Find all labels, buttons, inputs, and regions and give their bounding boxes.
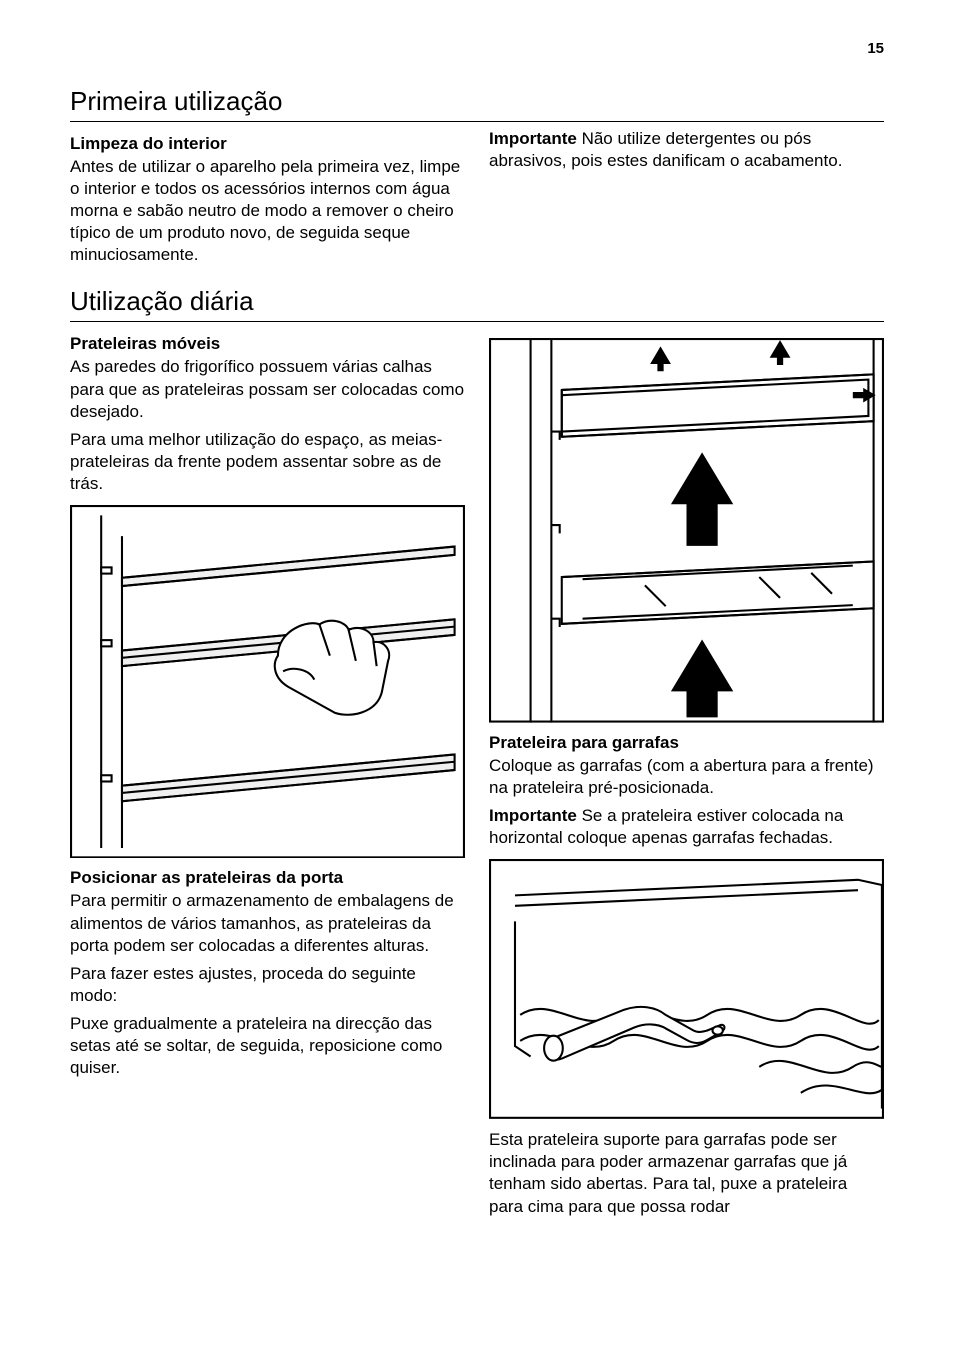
para-posicionar-3: Puxe gradualmente a prateleira na direcç… [70,1013,465,1079]
sec1-col-left: Limpeza do interior Antes de utilizar o … [70,128,465,272]
para-importante-1: Importante Não utilize detergentes ou pó… [489,128,884,172]
section-title-2: Utilização diária [70,286,884,322]
figure-door-shelves [489,338,884,723]
para-posicionar-2: Para fazer estes ajustes, proceda do seg… [70,963,465,1007]
page-number: 15 [867,40,884,57]
para-prateleiras-2: Para uma melhor utilização do espaço, as… [70,429,465,495]
heading-limpeza: Limpeza do interior [70,134,465,154]
para-garrafas-2: Esta prateleira suporte para garrafas po… [489,1129,884,1217]
para-garrafas-1: Coloque as garrafas (com a abertura para… [489,755,884,799]
section-utilizacao: Utilização diária Prateleiras móveis As … [70,286,884,1223]
sec2-col-left: Prateleiras móveis As paredes do frigorí… [70,328,465,1223]
para-limpeza: Antes de utilizar o aparelho pela primei… [70,156,465,266]
sec2-col-right: Prateleira para garrafas Coloque as garr… [489,328,884,1223]
section-title-1: Primeira utilização [70,86,884,122]
figure-bottle-rack [489,859,884,1119]
para-posicionar-1: Para permitir o armazenamento de embalag… [70,890,465,956]
heading-posicionar: Posicionar as prateleiras da porta [70,868,465,888]
para-prateleiras-1: As paredes do frigorífico possuem várias… [70,356,465,422]
sec1-col-right: Importante Não utilize detergentes ou pó… [489,128,884,272]
section-primeira: Primeira utilização Limpeza do interior … [70,86,884,272]
heading-garrafas: Prateleira para garrafas [489,733,884,753]
figure-shelf-hand [70,505,465,858]
heading-prateleiras-moveis: Prateleiras móveis [70,334,465,354]
label-importante-1: Importante [489,129,577,148]
page-content: Primeira utilização Limpeza do interior … [70,86,884,1224]
label-importante-2: Importante [489,806,577,825]
para-importante-2: Importante Se a prateleira estiver coloc… [489,805,884,849]
